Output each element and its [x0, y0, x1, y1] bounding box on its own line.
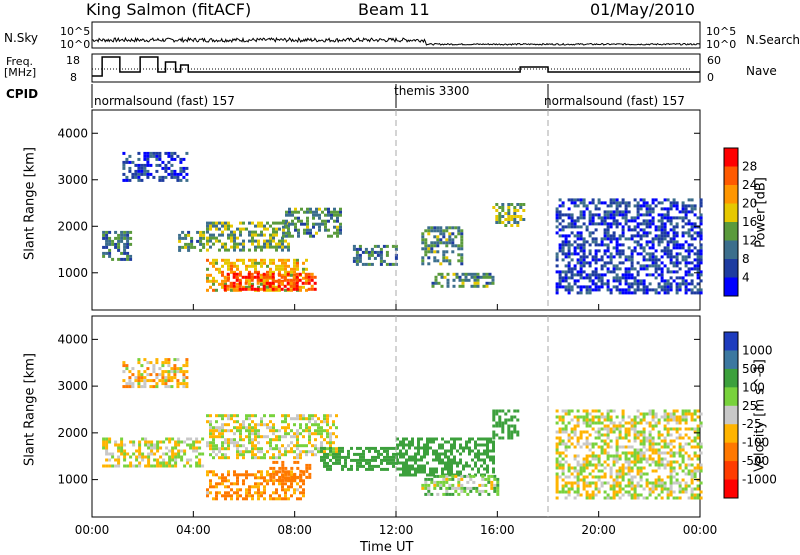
velocity-region-9 [122, 358, 189, 389]
power-colorbar-tick-label-3: 16 [742, 215, 757, 229]
power-colorbar-frame [723, 147, 739, 297]
noise-sky-label: N.Sky [4, 31, 39, 45]
nave-label: Nave [746, 64, 777, 78]
noise-left-tick-top: 10^5 [60, 25, 91, 38]
x-tick-label-3: 12:00 [379, 523, 414, 537]
velocity-region-4 [320, 446, 398, 471]
x-tick-label-6: 00:00 [683, 523, 718, 537]
power-region-3 [223, 272, 317, 291]
x-tick-label-2: 08:00 [277, 523, 312, 537]
velocity-colorbar-tick-label-4: -25 [742, 417, 762, 431]
noise-left-tick-bottom: 10^0 [60, 38, 91, 51]
velocity-region-7 [492, 409, 520, 440]
power-region-8 [431, 272, 495, 288]
power-colorbar-swatch-6 [724, 259, 738, 278]
power-ytick-label-1000: 1000 [57, 266, 88, 280]
velocity-region-1 [206, 470, 305, 501]
velocity-colorbar-swatch-8 [724, 479, 738, 499]
velocity-colorbar-swatch-7 [724, 461, 738, 481]
noise-sky-trace [91, 36, 701, 46]
power-colorbar-tick-label-0: 28 [742, 160, 757, 174]
noise-search-label: N.Search [746, 33, 800, 47]
power-ytick-label-2000: 2000 [57, 219, 88, 233]
velocity-colorbar-tick-label-2: 100 [742, 380, 765, 394]
velocity-colorbar-tick-label-0: 1000 [742, 343, 773, 357]
power-region-0 [102, 230, 133, 261]
power-colorbar-tick-label-1: 24 [742, 178, 757, 192]
velocity-colorbar-tick-label-1: 500 [742, 362, 765, 376]
station-title: King Salmon (fitACF) [86, 0, 252, 19]
velocity-region-0 [102, 437, 205, 468]
noise-right-tick-bottom: 10^0 [706, 38, 737, 51]
x-tick-label-0: 00:00 [75, 523, 110, 537]
power-region-4 [206, 221, 290, 252]
power-colorbar-tick-label-5: 8 [742, 252, 750, 266]
freq-panel-frame [91, 53, 701, 83]
power-region-11 [122, 151, 189, 182]
power-colorbar-swatch-1 [724, 166, 738, 186]
nave-right-tick-top: 60 [707, 54, 721, 67]
velocity-colorbar-swatch-2 [724, 368, 738, 388]
power-colorbar-tick-label-2: 20 [742, 197, 757, 211]
velocity-colorbar-swatch-1 [724, 350, 738, 370]
freq-left-tick-bottom: 8 [70, 71, 77, 84]
power-colorbar-tick-label-6: 4 [742, 271, 750, 285]
cpid-segment-1: normalsound (fast) 157 [94, 94, 235, 108]
x-tick-label-4: 16:00 [480, 523, 515, 537]
power-colorbar-swatch-0 [724, 148, 738, 167]
velocity-colorbar-swatch-6 [724, 442, 738, 462]
velocity-ytick-label-2000: 2000 [57, 426, 88, 440]
x-tick-label-1: 04:00 [176, 523, 211, 537]
freq-left-tick-top: 18 [66, 54, 80, 67]
x-tick-label-5: 20:00 [581, 523, 616, 537]
noise-right-tick-top: 10^5 [706, 25, 737, 38]
power-region-7 [421, 226, 464, 266]
velocity-ytick-label-1000: 1000 [57, 473, 88, 487]
velocity-region-6 [421, 474, 500, 496]
velocity-region-8 [555, 409, 703, 500]
velocity-colorbar-swatch-5 [724, 424, 738, 444]
date-title: 01/May/2010 [590, 0, 695, 19]
cpid-segment-3: normalsound (fast) 157 [544, 94, 685, 108]
cpid-segment-2: themis 3300 [394, 84, 470, 98]
nave-right-tick-bottom: 0 [707, 71, 714, 84]
freq-label-line2: [MHz] [4, 66, 37, 79]
frequency-trace [92, 56, 700, 77]
beam-title: Beam 11 [358, 0, 430, 19]
power-region-10 [555, 198, 703, 295]
power-ytick-label-3000: 3000 [57, 173, 88, 187]
power-region-9 [492, 203, 526, 227]
velocity-colorbar-frame [723, 331, 739, 499]
velocity-colorbar-swatch-4 [724, 405, 738, 425]
velocity-colorbar-tick-label-5: -100 [742, 436, 769, 450]
velocity-region-2 [269, 460, 312, 482]
velocity-colorbar-tick-label-6: -500 [742, 454, 769, 468]
velocity-colorbar-swatch-3 [724, 387, 738, 407]
freq-label-line1: Freq. [6, 55, 34, 68]
power-colorbar-tick-label-4: 12 [742, 234, 757, 248]
velocity-region-5 [396, 437, 495, 477]
velocity-colorbar-tick-label-7: -1000 [742, 473, 777, 487]
power-colorbar-swatch-5 [724, 240, 738, 260]
power-colorbar-swatch-2 [724, 185, 738, 204]
power-colorbar-swatch-4 [724, 222, 738, 241]
velocity-ytick-label-4000: 4000 [57, 332, 88, 346]
power-region-6 [352, 244, 398, 266]
cpid-label: CPID [6, 87, 39, 101]
power-region-1 [178, 230, 206, 252]
power-region-5 [282, 207, 342, 238]
x-axis-label: Time UT [360, 540, 414, 555]
velocity-colorbar-tick-label-3: 25 [742, 399, 757, 413]
velocity-region-3 [206, 414, 338, 460]
velocity-colorbar-swatch-0 [724, 332, 738, 351]
velocity-ytick-label-3000: 3000 [57, 379, 88, 393]
power-colorbar-swatch-7 [724, 277, 738, 297]
power-ytick-label-4000: 4000 [57, 126, 88, 140]
noise-panel-frame [91, 21, 701, 49]
power-colorbar-swatch-3 [724, 203, 738, 223]
